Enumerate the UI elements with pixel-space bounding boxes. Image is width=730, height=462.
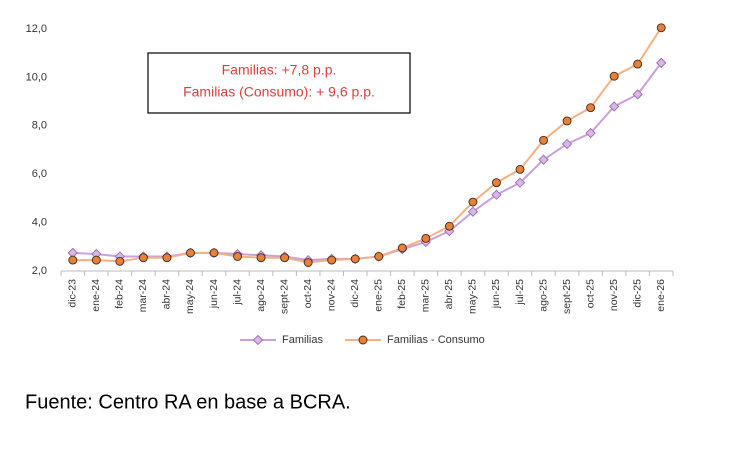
y-tick-label: 10,0 bbox=[26, 71, 47, 83]
data-point bbox=[538, 154, 549, 165]
legend-marker bbox=[358, 335, 368, 345]
data-point bbox=[632, 89, 643, 100]
data-point bbox=[138, 253, 148, 263]
data-point bbox=[561, 138, 573, 150]
data-point bbox=[421, 233, 431, 243]
data-point bbox=[115, 256, 125, 266]
y-tick-label: 12,0 bbox=[26, 23, 47, 35]
legend-label: Familias bbox=[282, 334, 323, 346]
x-tick-label: dic-25 bbox=[631, 279, 643, 308]
x-tick-label: oct-25 bbox=[584, 279, 596, 308]
x-tick-label: mar-25 bbox=[420, 279, 432, 312]
y-tick-label: 6,0 bbox=[32, 168, 47, 180]
legend-marker bbox=[252, 334, 264, 346]
x-tick-label: nov-24 bbox=[325, 279, 337, 311]
x-tick-label: oct-24 bbox=[302, 279, 314, 308]
x-tick-label: ago-25 bbox=[537, 279, 549, 312]
x-tick-label: sept-25 bbox=[561, 279, 573, 314]
data-point bbox=[327, 255, 337, 265]
data-point bbox=[209, 248, 219, 258]
x-tick-label: ene-24 bbox=[90, 279, 102, 312]
data-point bbox=[91, 255, 101, 265]
data-point bbox=[514, 177, 526, 188]
x-tick-label: jun-25 bbox=[490, 279, 502, 309]
data-point bbox=[467, 206, 479, 217]
data-point bbox=[656, 23, 666, 33]
x-tick-label: dic-24 bbox=[349, 279, 361, 308]
data-point bbox=[633, 59, 643, 69]
source: Fuente: Centro RA en base a BCRA. bbox=[25, 391, 351, 413]
data-point bbox=[491, 189, 502, 200]
data-point bbox=[186, 248, 195, 258]
data-point bbox=[468, 197, 478, 207]
data-point bbox=[350, 254, 360, 264]
y-tick-label: 4,0 bbox=[32, 217, 47, 229]
x-tick-label: may-25 bbox=[467, 279, 479, 314]
data-point bbox=[562, 116, 572, 126]
x-tick-label: feb-25 bbox=[396, 279, 408, 309]
x-tick-label: sept-24 bbox=[278, 279, 290, 314]
data-point bbox=[539, 135, 548, 145]
x-tick-label: jul-24 bbox=[231, 279, 243, 306]
x-tick-label: ene-25 bbox=[373, 279, 385, 312]
y-tick-label: 2,0 bbox=[32, 265, 47, 277]
y-tick-label: 8,0 bbox=[32, 120, 47, 132]
data-point bbox=[444, 221, 454, 231]
data-point bbox=[609, 101, 620, 112]
data-point bbox=[515, 164, 525, 174]
data-point bbox=[586, 103, 596, 113]
legend-label: Familias - Consumo bbox=[387, 334, 485, 346]
data-point bbox=[233, 252, 242, 261]
data-point bbox=[303, 258, 313, 267]
x-tick-label: nov-25 bbox=[608, 279, 620, 311]
data-point bbox=[374, 252, 384, 261]
x-tick-label: abr-24 bbox=[161, 279, 173, 310]
data-point bbox=[68, 255, 78, 265]
data-point bbox=[609, 71, 619, 81]
x-tick-label: feb-24 bbox=[114, 279, 126, 309]
data-point bbox=[492, 178, 501, 188]
annotation: Familias (Consumo): + 9,6 p.p. bbox=[183, 84, 375, 100]
x-tick-label: jul-25 bbox=[514, 279, 526, 306]
x-tick-label: dic-23 bbox=[67, 279, 79, 308]
data-point bbox=[280, 253, 290, 263]
x-tick-label: mar-24 bbox=[137, 279, 149, 312]
data-point bbox=[656, 57, 667, 69]
data-point bbox=[585, 127, 596, 139]
annotation: Familias: +7,8 p.p. bbox=[222, 62, 337, 78]
x-tick-label: abr-25 bbox=[443, 279, 455, 310]
data-point bbox=[256, 253, 266, 263]
x-tick-label: ago-24 bbox=[255, 279, 267, 312]
annotation-box bbox=[147, 52, 411, 114]
x-tick-label: may-24 bbox=[184, 279, 196, 314]
data-point bbox=[397, 243, 407, 253]
x-tick-label: ene-26 bbox=[655, 279, 667, 312]
x-tick-label: jun-24 bbox=[208, 279, 220, 309]
data-point bbox=[162, 253, 172, 263]
